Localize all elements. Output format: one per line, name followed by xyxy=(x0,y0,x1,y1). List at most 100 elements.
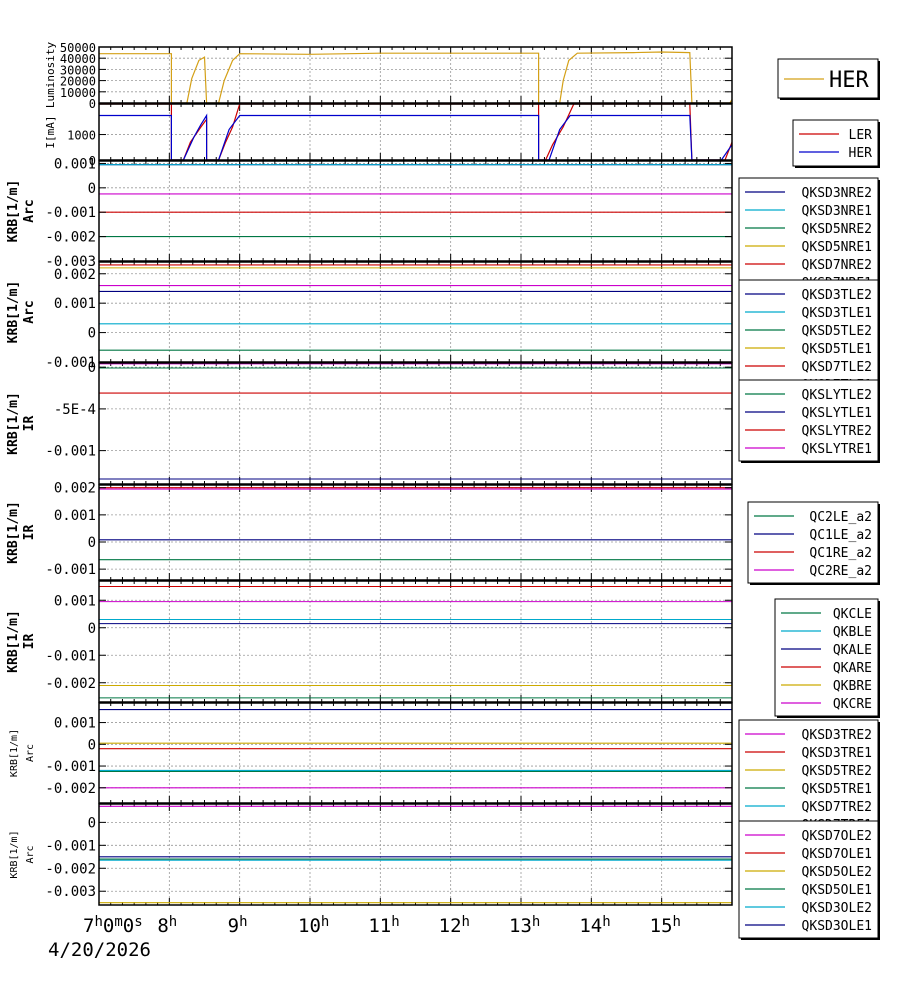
legend-label: QKSD3OLE2 xyxy=(802,901,872,916)
legend-box xyxy=(738,719,879,838)
legend-label: QKSD5NRE1 xyxy=(802,240,872,255)
plot-frame xyxy=(98,702,733,804)
y-tick-label: 20000 xyxy=(60,75,96,89)
legend-label: QC1LE_a2 xyxy=(809,528,872,543)
x-tick-label: 7h0m0s xyxy=(83,914,143,937)
panel-arc3: 0.001 0 -0.001 -0.002 KRB[1/m] Arc xyxy=(9,702,733,804)
legend-label: QKSD5OLE1 xyxy=(802,883,872,898)
legend-label: QKSD7OLE1 xyxy=(802,847,872,862)
x-tick-unit: s xyxy=(134,914,142,930)
legend-label: QKSD3OLE1 xyxy=(802,919,872,934)
legend-box xyxy=(774,598,879,717)
legend-label: QKBRE xyxy=(833,679,872,694)
y-tick-label: 30000 xyxy=(60,63,96,77)
plot-frame xyxy=(98,580,733,703)
plot-frame xyxy=(98,160,733,262)
y-tick-label: 0 xyxy=(89,97,96,111)
x-tick-unit: h xyxy=(321,914,329,930)
panel-ir2: 0.002 0.001 0 -0.001 KRB[1/m] IR xyxy=(6,481,733,581)
x-tick-unit: h xyxy=(462,914,470,930)
y-axis-label: KRB[1/m] xyxy=(6,610,21,673)
y-tick-label: -0.001 xyxy=(45,355,96,371)
x-tick-unit: h xyxy=(391,914,399,930)
x-tick-number: 11 xyxy=(368,915,391,937)
panel-arc4: 0 -0.001 -0.002 -0.003 KRB[1/m] Arc xyxy=(9,803,733,906)
legend-arc4: QKSD7OLE2 QKSD7OLE1 QKSD5OLE2 QKSD5OLE1 QKSD… xyxy=(738,820,880,940)
plot-frame xyxy=(98,46,733,104)
legend-label: QKSD3TLE2 xyxy=(802,288,872,303)
legend-label: QKSD3TRE2 xyxy=(802,728,872,743)
y-axis-label: Arc xyxy=(25,845,36,863)
x-tick-label: 14h xyxy=(579,914,610,937)
x-tick-number: 15 xyxy=(650,915,673,937)
legend-label: QKSD7OLE2 xyxy=(802,829,872,844)
panel-ir1: 0 -5E-4 -0.001 KRB[1/m] IR xyxy=(6,360,733,485)
y-axis-label: IR xyxy=(22,416,37,432)
legend-label: QKCLE xyxy=(833,607,872,622)
x-tick-label: 13h xyxy=(509,914,540,937)
y-axis-label: I[mA] xyxy=(44,115,57,148)
legend-ir3: QKCLE QKBLE QKALE QKARE QKBRE QKCRE xyxy=(774,598,880,718)
y-axis-label: KRB[1/m] xyxy=(9,830,20,878)
y-tick-label: 0 xyxy=(88,181,96,197)
legend-label: QC2LE_a2 xyxy=(809,510,872,525)
y-tick-label: 0 xyxy=(88,737,96,753)
x-tick-label: 8h xyxy=(157,914,177,937)
legend-label: QKSD5TRE1 xyxy=(802,782,872,797)
legend-label: QKSD7TLE2 xyxy=(802,360,872,375)
y-axis-label: KRB[1/m] xyxy=(6,392,21,455)
legend-label: QKSD3NRE2 xyxy=(802,186,872,201)
legend-label: QKSD3TLE1 xyxy=(802,306,872,321)
x-tick-unit: h xyxy=(94,914,102,930)
y-tick-label: 0 xyxy=(88,326,96,342)
series-line-ler xyxy=(99,103,733,161)
y-axis-label: KRB[1/m] xyxy=(6,281,21,344)
legend-label: QKARE xyxy=(833,661,872,676)
legend-label: QC2RE_a2 xyxy=(809,564,872,579)
y-tick-label: -0.003 xyxy=(45,884,96,900)
panel-arc2: 0.002 0.001 0 -0.001 KRB[1/m] Arc xyxy=(6,261,733,371)
legend-arc3: QKSD3TRE2 QKSD3TRE1 QKSD5TRE2 QKSD5TRE1 QKSD… xyxy=(738,719,880,839)
y-tick-label: -0.001 xyxy=(45,838,96,854)
x-tick-label: 10h xyxy=(298,914,329,937)
x-tick-unit: h xyxy=(602,914,610,930)
y-tick-label: -0.003 xyxy=(45,254,96,270)
y-axis-label: KRB[1/m] xyxy=(6,180,21,243)
y-axis-label: Arc xyxy=(25,744,36,762)
legend-label: QKSD5TLE1 xyxy=(802,342,872,357)
x-tick-number: 14 xyxy=(579,915,602,937)
y-tick-label: 0.001 xyxy=(54,716,96,732)
y-tick-label: -0.002 xyxy=(45,230,96,246)
y-tick-label: -0.001 xyxy=(45,562,96,578)
legend-label: QKSD5TLE2 xyxy=(802,324,872,339)
y-tick-label: -0.001 xyxy=(45,648,96,664)
y-tick-label: 0 xyxy=(88,535,96,551)
legend-label: QKSD5OLE2 xyxy=(802,865,872,880)
legend-box xyxy=(738,279,879,398)
legend-label: HER xyxy=(849,146,873,161)
legend-ir1: QKSLYTLE2 QKSLYTLE1 QKSLYTRE2 QKSLYTRE1 xyxy=(738,379,880,463)
y-tick-label: 0 xyxy=(88,621,96,637)
legend-label: QKSLYTRE1 xyxy=(802,442,872,457)
legend-label: QKSD3TRE1 xyxy=(802,746,872,761)
legend-label: QKSD7NRE2 xyxy=(802,258,872,273)
y-tick-label: -0.002 xyxy=(45,676,96,692)
x-tick-unit: h xyxy=(532,914,540,930)
x-tick-label: 9h xyxy=(228,914,248,937)
x-tick-number: 12 xyxy=(439,915,462,937)
panel-ir3: 0.001 0 -0.001 -0.002 KRB[1/m] IR xyxy=(6,580,733,703)
legend-label: QKALE xyxy=(833,643,872,658)
y-tick-label: 0.001 xyxy=(54,296,96,312)
legend-arc1: QKSD3NRE2 QKSD3NRE1 QKSD5NRE2 QKSD5NRE1 QKSD… xyxy=(738,177,880,297)
legend-label: QKSD3NRE1 xyxy=(802,204,872,219)
y-tick-label: 10000 xyxy=(60,86,96,100)
legend-box xyxy=(738,820,879,939)
x-tick-label: 12h xyxy=(439,914,470,937)
legend-box xyxy=(792,119,879,167)
x-tick-label: 15h xyxy=(650,914,681,937)
y-tick-label: 50000 xyxy=(60,41,96,55)
y-tick-label: -0.001 xyxy=(45,759,96,775)
